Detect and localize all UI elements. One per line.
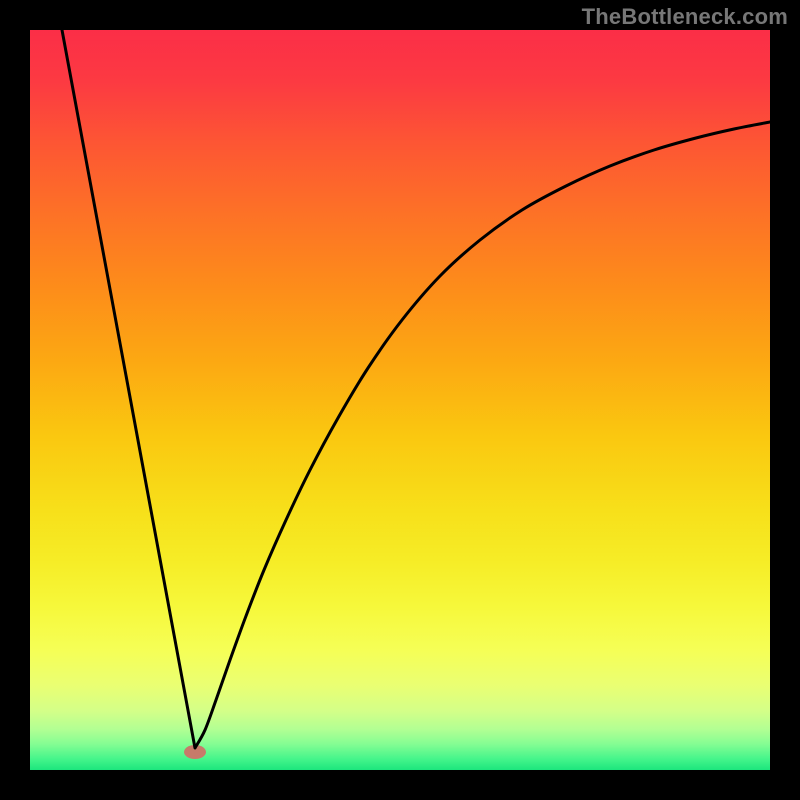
chart-background [30,30,770,770]
chart-plot-area [30,30,770,770]
watermark-text: TheBottleneck.com [582,4,788,30]
chart-svg [30,30,770,770]
